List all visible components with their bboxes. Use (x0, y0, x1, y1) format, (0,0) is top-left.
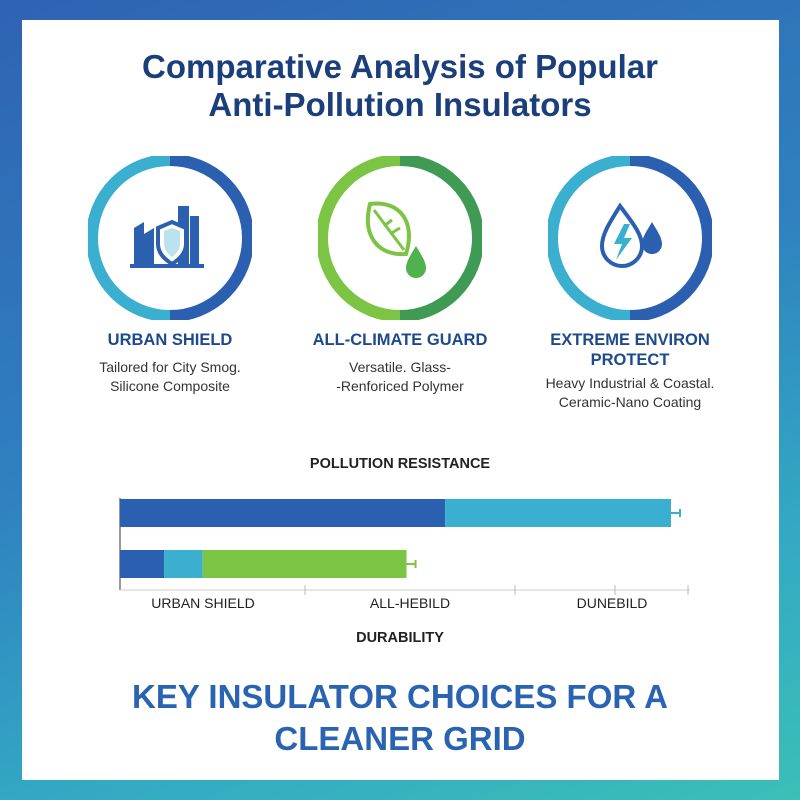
feature-desc-line-1: Heavy Industrial & Coastal. (545, 375, 715, 391)
lightning-water-drop-icon (599, 202, 662, 268)
bar-segment (164, 550, 203, 578)
page-title: Comparative Analysis of Popular Anti-Pol… (0, 48, 800, 124)
bar-segment (202, 550, 407, 578)
category-label: DUNEBILD (577, 595, 648, 611)
feature-description: Tailored for City Smog. Silicone Composi… (55, 358, 285, 396)
ring-badge (318, 156, 482, 320)
feature-urban-shield: URBAN SHIELD Tailored for City Smog. Sil… (55, 156, 285, 396)
feature-desc-line-2: Silicone Composite (110, 378, 230, 394)
title-line-1: Comparative Analysis of Popular (142, 48, 658, 85)
feature-desc-line-2: Ceramic-Nano Coating (558, 394, 702, 410)
bar-segment (120, 499, 446, 527)
chart-title: POLLUTION RESISTANCE (309, 456, 491, 472)
ring-badge (88, 156, 252, 320)
feature-name: EXTREME ENVIRON PROTECT (515, 330, 745, 370)
feature-extreme-environ-protect: EXTREME ENVIRON PROTECT Heavy Industrial… (515, 156, 745, 412)
feature-all-climate-guard: ALL-CLIMATE GUARD Versatile. Glass- -Ren… (285, 156, 515, 396)
feature-desc-line-1: Versatile. Glass- (349, 359, 451, 375)
footer-line-1: KEY INSULATOR CHOICES FOR A (132, 678, 668, 715)
feature-description: Heavy Industrial & Coastal. Ceramic-Nano… (515, 374, 745, 412)
bar-segment (445, 499, 671, 527)
feature-desc-line-2: -Renforiced Polymer (336, 378, 464, 394)
feature-desc-line-1: Tailored for City Smog. (99, 359, 241, 375)
category-label: ALL-HEBILD (370, 595, 450, 611)
feature-name: URBAN SHIELD (107, 331, 233, 349)
feature-description: Versatile. Glass- -Renforiced Polymer (285, 358, 515, 396)
leaf-water-drop-icon (365, 201, 426, 278)
footer-line-2: CLEANER GRID (274, 720, 526, 757)
factory-shield-icon (130, 206, 204, 268)
feature-name-line-2: PROTECT (590, 351, 670, 369)
x-axis-title: DURABILITY (356, 630, 444, 646)
footer-headline: KEY INSULATOR CHOICES FOR A CLEANER GRID (0, 676, 800, 760)
bar-segment (120, 550, 165, 578)
bar-chart: URBAN SHIELD ALL-HEBILD DUNEBILD (119, 498, 690, 611)
feature-name-line-1: EXTREME ENVIRON (550, 331, 710, 349)
category-label: URBAN SHIELD (151, 595, 254, 611)
title-line-2: Anti-Pollution Insulators (208, 86, 592, 123)
infographic-card (22, 20, 779, 780)
ring-badge (548, 156, 712, 320)
feature-name: ALL-CLIMATE GUARD (312, 331, 488, 349)
